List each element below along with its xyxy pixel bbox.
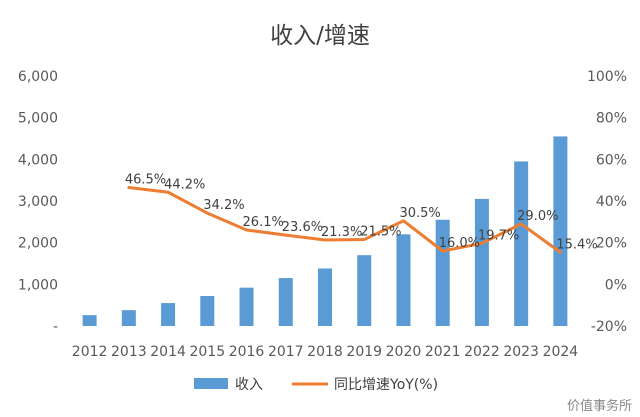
left-tick-label: 2,000 <box>18 236 58 252</box>
right-tick-label: -20% <box>591 319 627 335</box>
x-tick-label: 2022 <box>464 344 500 360</box>
revenue-bars <box>82 136 568 326</box>
revenue-bar <box>161 303 176 326</box>
chart-title: 收入/增速 <box>270 23 370 49</box>
x-tick-label: 2016 <box>229 344 265 360</box>
revenue-bar <box>435 219 450 326</box>
left-tick-label: 5,000 <box>18 111 58 127</box>
x-tick-label: 2024 <box>543 344 579 360</box>
growth-data-label: 29.0% <box>517 209 558 224</box>
revenue-bar <box>278 278 293 326</box>
growth-data-label: 21.5% <box>360 225 401 240</box>
right-tick-label: 20% <box>596 236 627 252</box>
legend-line-label: 同比增速YoY(%) <box>334 377 438 393</box>
x-tick-label: 2023 <box>503 344 539 360</box>
x-tick-label: 2015 <box>189 344 225 360</box>
left-tick-label: - <box>53 319 58 335</box>
legend: 收入 同比增速YoY(%) <box>194 377 438 393</box>
revenue-bar <box>553 136 568 326</box>
growth-data-label: 16.0% <box>439 236 480 251</box>
watermark-text: 价值事务所 <box>567 398 632 414</box>
revenue-bar <box>82 315 97 326</box>
revenue-bar <box>121 310 136 326</box>
left-axis: - 1,000 2,000 3,000 4,000 5,000 6,000 <box>18 69 58 335</box>
right-axis: -20% 0% 20% 40% 60% 80% 100% <box>587 69 627 335</box>
x-tick-label: 2012 <box>72 344 108 360</box>
revenue-bar <box>357 255 372 326</box>
growth-data-label: 26.1% <box>243 215 284 230</box>
growth-data-label: 30.5% <box>399 206 440 221</box>
revenue-bar <box>239 287 254 326</box>
x-tick-label: 2018 <box>307 344 343 360</box>
growth-data-labels: 46.5%44.2% 34.2% 26.1%23.6%21.3%21.5% 30.5%… <box>125 172 598 252</box>
right-tick-label: 0% <box>605 277 627 293</box>
growth-data-label: 23.6% <box>282 220 323 235</box>
growth-line-path <box>127 185 562 254</box>
right-tick-label: 40% <box>596 194 627 210</box>
right-tick-label: 100% <box>587 69 627 85</box>
right-tick-label: 80% <box>596 111 627 127</box>
growth-line <box>127 185 562 254</box>
growth-data-label: 19.7% <box>478 228 519 243</box>
left-tick-label: 1,000 <box>18 277 58 293</box>
x-tick-label: 2013 <box>111 344 147 360</box>
x-tick-label: 2021 <box>425 344 461 360</box>
revenue-bar <box>514 161 529 326</box>
x-tick-label: 2017 <box>268 344 304 360</box>
growth-data-label: 34.2% <box>203 198 244 213</box>
right-tick-label: 60% <box>596 152 627 168</box>
x-tick-label: 2020 <box>386 344 422 360</box>
watermark: 价值事务所 <box>567 398 632 414</box>
x-tick-label: 2019 <box>346 344 382 360</box>
left-tick-label: 3,000 <box>18 194 58 210</box>
x-axis: 2012 2013 2014 2015 2016 2017 2018 2019 2020 2021… <box>72 344 578 360</box>
growth-data-label: 15.4% <box>556 237 597 252</box>
growth-data-label: 44.2% <box>164 177 205 192</box>
legend-bar-label: 收入 <box>235 377 263 393</box>
revenue-bar <box>396 234 411 326</box>
left-tick-label: 6,000 <box>18 69 58 85</box>
growth-data-label: 46.5% <box>125 172 166 187</box>
x-tick-label: 2014 <box>150 344 186 360</box>
legend-bar-swatch <box>194 378 228 389</box>
revenue-bar <box>474 198 489 326</box>
growth-data-label: 21.3% <box>321 225 362 240</box>
revenue-bar <box>318 268 332 326</box>
left-tick-label: 4,000 <box>18 152 58 168</box>
revenue-bar <box>200 296 215 326</box>
